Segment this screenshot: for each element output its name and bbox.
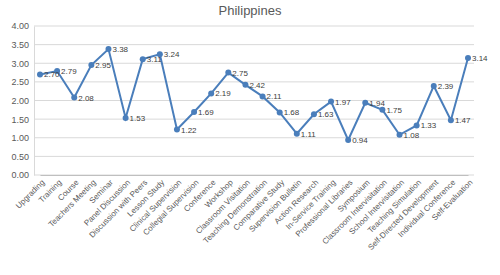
y-tick-label: 3.00 xyxy=(11,59,29,69)
marker xyxy=(71,95,77,101)
data-label: 3.11 xyxy=(147,55,163,64)
data-labels: 2.702.79 2.08 2.953.38 1.53 3.113.24 1.221.69… xyxy=(44,45,488,145)
data-label: 1.69 xyxy=(198,108,214,117)
data-label: 2.11 xyxy=(267,92,283,101)
marker xyxy=(242,82,248,88)
data-label: 2.19 xyxy=(215,89,231,98)
marker xyxy=(294,131,300,137)
marker xyxy=(123,115,129,121)
data-label: 1.63 xyxy=(318,110,334,119)
marker xyxy=(105,46,111,52)
series xyxy=(37,46,471,143)
grid xyxy=(34,26,474,175)
grid-line xyxy=(34,100,474,101)
marker xyxy=(448,117,454,123)
y-tick-label: 2.50 xyxy=(11,77,29,87)
plot: 0.00 0.50 1.00 1.50 2.00 2.50 3.00 3.50 4.00 Upgr… xyxy=(11,21,488,252)
x-tick-label: Self-Directed Development xyxy=(366,177,441,252)
marker xyxy=(174,127,180,133)
marker xyxy=(140,56,146,62)
data-label: 1.47 xyxy=(455,116,471,125)
data-label: 2.75 xyxy=(232,69,248,78)
y-tick: 3.50 xyxy=(11,40,34,50)
data-label: 1.94 xyxy=(369,99,385,108)
data-label: 1.22 xyxy=(181,126,197,135)
y-tick: 1.50 xyxy=(11,115,34,125)
y-tick: 2.00 xyxy=(11,96,34,106)
marker xyxy=(225,70,231,76)
marker xyxy=(397,132,403,138)
data-label: 1.08 xyxy=(404,131,420,140)
data-label: 2.79 xyxy=(61,67,77,76)
grid-line xyxy=(34,44,474,45)
data-label: 1.33 xyxy=(421,121,437,130)
data-label: 3.14 xyxy=(472,54,488,63)
x-tick-label: Teaching Demonstration xyxy=(202,178,269,245)
data-label: 1.11 xyxy=(301,130,317,139)
x-axis-line xyxy=(41,175,469,176)
y-tick-label: 0.00 xyxy=(11,170,29,180)
y-tick: 4.00 xyxy=(11,21,34,31)
marker xyxy=(88,62,94,68)
y-tick: 0.00 xyxy=(11,170,34,180)
y-tick-label: 3.50 xyxy=(11,40,29,50)
marker xyxy=(362,100,368,106)
y-tick: 0.50 xyxy=(11,152,34,162)
data-label: 2.08 xyxy=(78,94,94,103)
marker xyxy=(208,90,214,96)
y-tick: 1.00 xyxy=(11,133,34,143)
x-tick: Self-Directed Development xyxy=(366,175,441,252)
data-label: 0.94 xyxy=(352,136,368,145)
marker xyxy=(37,71,43,77)
marker xyxy=(328,99,334,105)
y-tick-label: 0.50 xyxy=(11,152,29,162)
marker xyxy=(431,83,437,89)
x-tick-label: Self-Evaluation xyxy=(430,178,474,222)
data-label: 3.38 xyxy=(112,45,128,54)
chart: Philippines 0.00 0.50 1.00 1.50 2.00 2.50 3.00 3… xyxy=(0,0,500,275)
y-tick: 3.00 xyxy=(11,59,34,69)
y-axis: 0.00 0.50 1.00 1.50 2.00 2.50 3.00 3.50 4.00 xyxy=(11,21,34,180)
marker xyxy=(191,109,197,115)
grid-line xyxy=(34,119,474,120)
y-tick-label: 2.00 xyxy=(11,96,29,106)
y-tick: 2.50 xyxy=(11,77,34,87)
y-tick-label: 1.50 xyxy=(11,115,29,125)
marker xyxy=(311,111,317,117)
x-tick: Self-Evaluation xyxy=(430,175,474,222)
line xyxy=(40,49,468,140)
y-tick-label: 1.00 xyxy=(11,133,29,143)
data-label: 1.53 xyxy=(130,114,146,123)
data-label: 2.42 xyxy=(249,81,265,90)
marker xyxy=(465,55,471,61)
data-label: 1.97 xyxy=(335,98,351,107)
data-label: 2.39 xyxy=(438,82,454,91)
title: Philippines xyxy=(219,3,282,18)
grid-line xyxy=(34,26,474,27)
grid-line xyxy=(34,175,474,176)
y-axis-line xyxy=(34,27,35,176)
data-label: 3.24 xyxy=(164,50,180,59)
marker xyxy=(277,109,283,115)
data-label: 2.70 xyxy=(44,70,60,79)
y-tick-label: 4.00 xyxy=(11,21,29,31)
data-label: 2.95 xyxy=(95,61,111,70)
marker xyxy=(345,137,351,143)
data-label: 1.75 xyxy=(386,106,402,115)
grid-line xyxy=(34,156,474,157)
data-label: 1.68 xyxy=(284,108,300,117)
marker xyxy=(260,93,266,99)
x-axis: UpgradingTrainingCourseTeachers MeetingS… xyxy=(14,175,474,252)
marker xyxy=(414,122,420,128)
